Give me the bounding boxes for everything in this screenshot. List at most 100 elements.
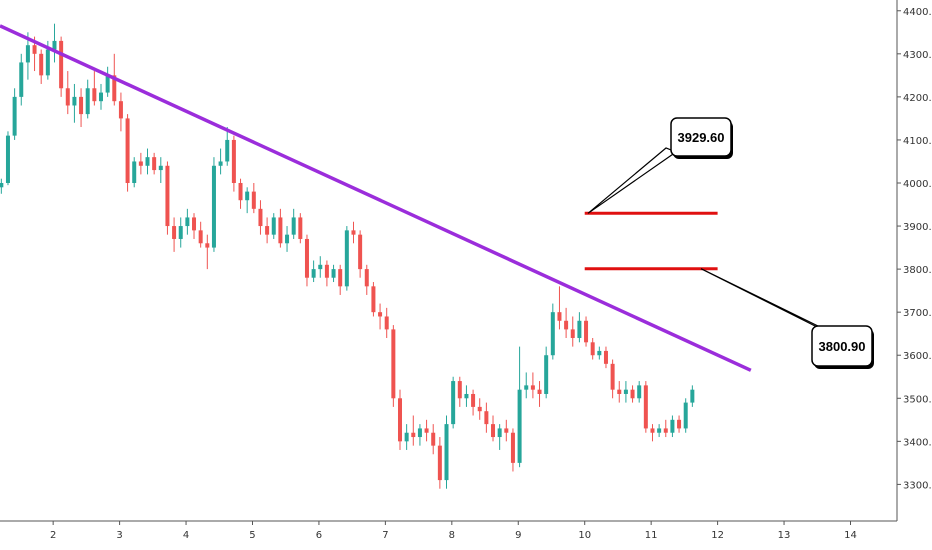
candle-body [690, 389, 695, 403]
callout-box [670, 117, 732, 157]
candle-body [192, 217, 197, 231]
candle-body [211, 165, 216, 248]
candle-body [132, 161, 137, 183]
candle-body [52, 40, 57, 50]
candle-body [391, 329, 396, 399]
candle [617, 381, 622, 403]
candle [271, 213, 276, 239]
candle [298, 213, 303, 244]
candle [564, 307, 569, 339]
candle-body [464, 393, 469, 399]
candle [65, 71, 70, 115]
candle [364, 264, 369, 295]
candle [451, 376, 456, 429]
candle-body [603, 350, 608, 364]
candle-body [491, 424, 496, 438]
candle-body [437, 445, 442, 481]
x-tick-label: 5 [249, 530, 255, 541]
y-axis-ticks: 3300.0 3400.0 3500.0 3600.0 3700.0 3800.0 3900… [897, 7, 932, 491]
candle [397, 389, 402, 450]
candle-body [5, 135, 10, 183]
candle-body [152, 157, 157, 171]
candle-body [444, 424, 449, 481]
candle-body [198, 230, 203, 244]
candle [59, 36, 64, 97]
candle [0, 178, 4, 194]
candle [318, 256, 323, 278]
candle-body [610, 363, 615, 390]
candle-body [291, 217, 296, 235]
candle [72, 83, 77, 123]
candle [238, 178, 243, 209]
x-tick-label: 14 [844, 530, 857, 541]
candle [424, 419, 429, 442]
x-tick-label: 6 [316, 530, 322, 541]
candle [670, 415, 675, 438]
candle-body [59, 40, 64, 89]
candle-body [577, 320, 582, 339]
y-tick-label: 4400.0 [903, 7, 932, 18]
candle-body [245, 191, 250, 201]
candle-body [165, 165, 170, 227]
candle-body [258, 208, 263, 227]
candle-body [12, 96, 17, 136]
candle [491, 415, 496, 442]
candle [185, 208, 190, 235]
candle-body [484, 411, 489, 425]
candle-body [331, 269, 336, 278]
candle [530, 372, 535, 399]
candle [225, 127, 230, 166]
candle-body [378, 312, 383, 317]
candle-body [205, 243, 210, 248]
candle-body [185, 217, 190, 227]
candle [570, 316, 575, 347]
candle-body [65, 88, 70, 106]
candle [138, 152, 143, 175]
y-tick-label: 3700.0 [903, 308, 932, 319]
candle [39, 49, 44, 84]
trendline[interactable] [0, 24, 752, 372]
candle-body [683, 402, 688, 429]
candle-body [424, 428, 429, 433]
candle-body [570, 329, 575, 339]
candle-body [338, 269, 343, 287]
candle-body [530, 385, 535, 390]
candle [19, 53, 24, 106]
candle-body [358, 234, 363, 270]
candle-body [225, 139, 230, 162]
candle [384, 307, 389, 339]
x-tick-label: 12 [711, 530, 724, 541]
candle-body [32, 45, 37, 54]
candle [79, 88, 84, 128]
candle [285, 226, 290, 252]
candle [650, 424, 655, 442]
candle [98, 83, 103, 110]
candle-body [431, 432, 436, 446]
candle [12, 88, 17, 140]
candle [497, 424, 502, 450]
candle [324, 260, 329, 287]
candle [338, 264, 343, 295]
candle-body [251, 191, 256, 209]
candle [431, 424, 436, 455]
candle [218, 148, 223, 175]
candle-body [125, 118, 130, 183]
candle [351, 221, 356, 244]
x-tick-label: 7 [382, 530, 388, 541]
candle [278, 208, 283, 248]
y-tick-label: 4200.0 [903, 93, 932, 104]
candle-body [670, 419, 675, 433]
y-tick-label: 4100.0 [903, 136, 932, 147]
candle-body [623, 389, 628, 394]
candle [411, 415, 416, 446]
candle [245, 187, 250, 214]
candle [537, 381, 542, 407]
candle-body [384, 316, 389, 330]
candle [590, 338, 595, 360]
x-tick-label: 2 [50, 530, 56, 541]
candle-body [85, 88, 90, 115]
candle [304, 234, 309, 287]
x-tick-label: 9 [515, 530, 521, 541]
